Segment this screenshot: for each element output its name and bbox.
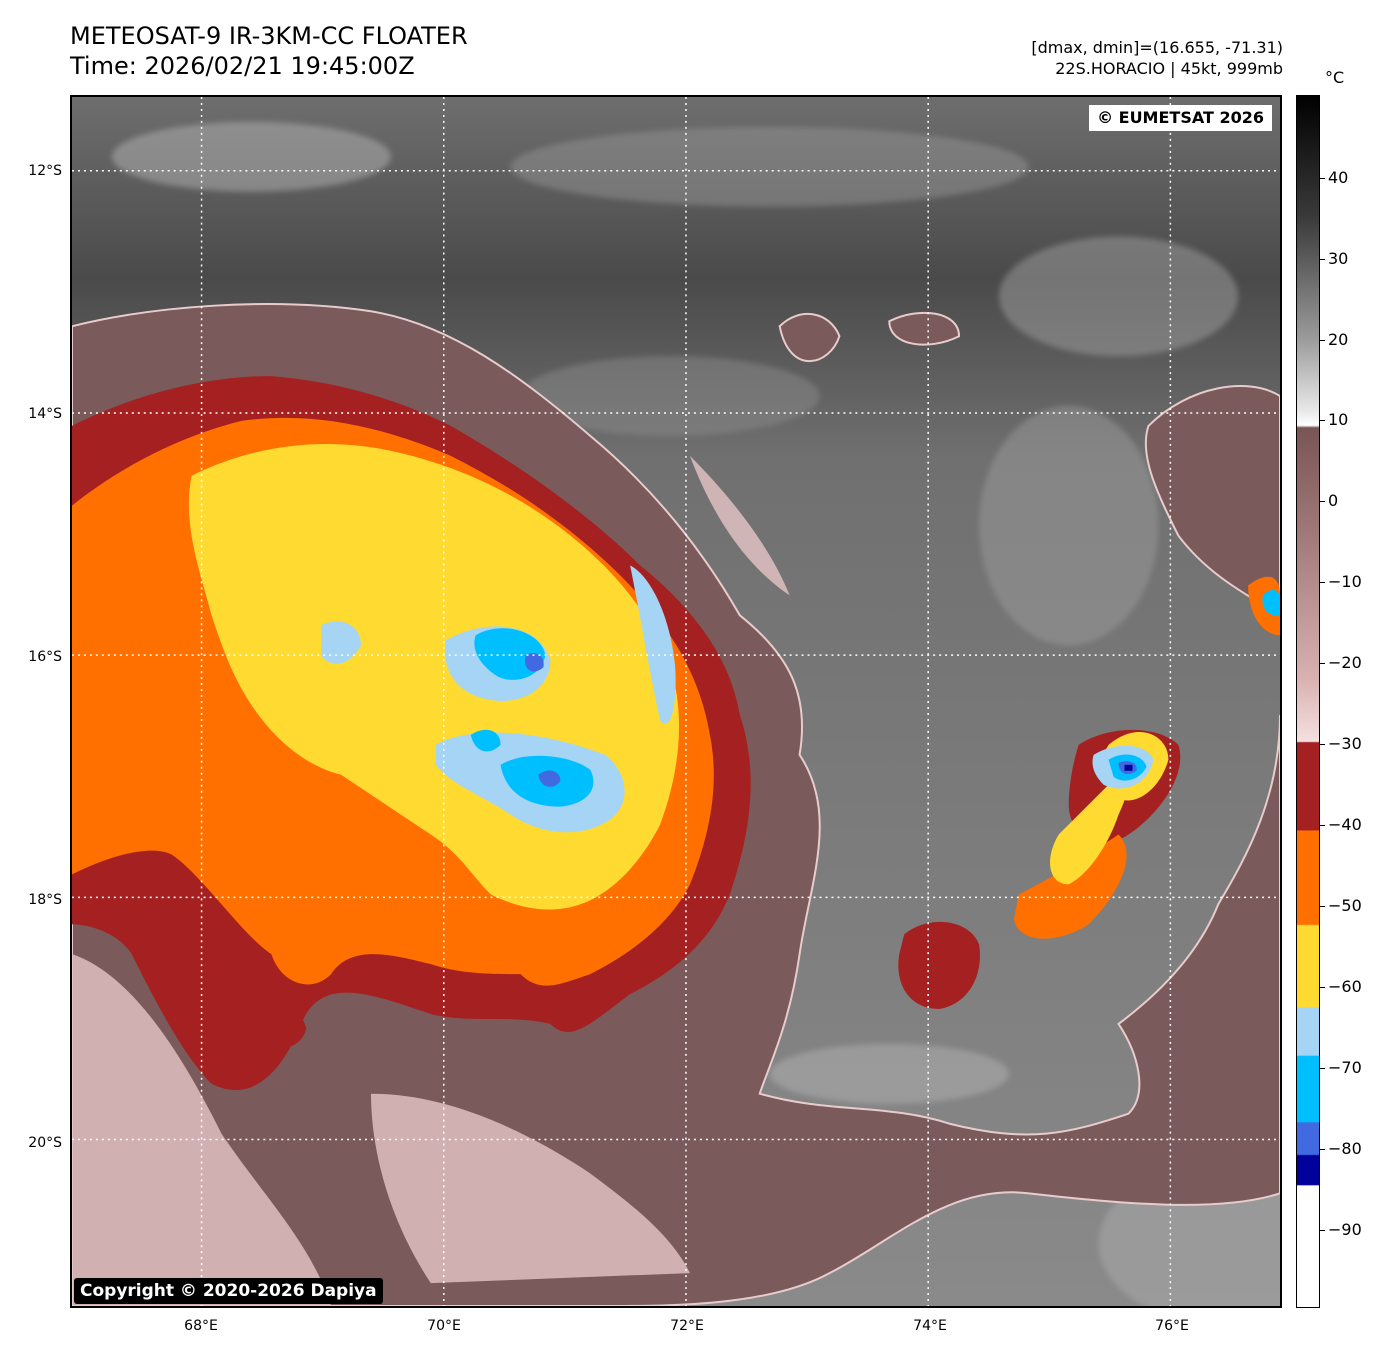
- colorbar-tick-minus70: −70: [1328, 1058, 1362, 1077]
- colorbar-tick-20: 20: [1328, 330, 1349, 349]
- lat-label-12s: 12°S: [28, 163, 62, 179]
- colorbar-unit: °C: [1325, 68, 1345, 87]
- lat-label-20s: 20°S: [28, 1135, 62, 1151]
- lon-label-74e: 74°E: [913, 1318, 947, 1334]
- colorbar-tick-0: 0: [1328, 491, 1339, 510]
- storm-info: 22S.HORACIO | 45kt, 999mb: [1055, 59, 1283, 78]
- lon-label-68e: 68°E: [184, 1318, 218, 1334]
- lat-label-16s: 16°S: [28, 649, 62, 665]
- colorbar-tick-minus80: −80: [1328, 1139, 1362, 1158]
- gridlines: [72, 97, 1280, 1306]
- cold-tops-navy: [1124, 764, 1133, 771]
- dmax-dmin-readout: [dmax, dmin]=(16.655, -71.31): [1031, 38, 1283, 57]
- colorbar-tick-minus20: −20: [1328, 653, 1362, 672]
- lat-label-14s: 14°S: [28, 406, 62, 422]
- satellite-map: © EUMETSAT 2026 Copyright © 2020-2026 Da…: [70, 95, 1282, 1308]
- lat-label-18s: 18°S: [28, 892, 62, 908]
- lon-label-72e: 72°E: [670, 1318, 704, 1334]
- colorbar-tick-10: 10: [1328, 410, 1349, 429]
- lon-label-70e: 70°E: [427, 1318, 461, 1334]
- colorbar-tick-40: 40: [1328, 168, 1349, 187]
- cold-tops-royal-blue: [525, 653, 1137, 787]
- colorbar-tick-minus50: −50: [1328, 896, 1362, 915]
- map-time: Time: 2026/02/21 19:45:00Z: [70, 52, 415, 80]
- colorbar-tick-minus10: −10: [1328, 572, 1362, 591]
- colorbar-tick-30: 30: [1328, 249, 1349, 268]
- light-pink-fringe: [72, 455, 790, 1306]
- colorbar-tick-minus90: −90: [1328, 1220, 1362, 1239]
- temperature-colorbar: [1296, 95, 1320, 1308]
- colorbar-tick-minus30: −30: [1328, 734, 1362, 753]
- map-title: METEOSAT-9 IR-3KM-CC FLOATER: [70, 22, 468, 50]
- lon-label-76e: 76°E: [1155, 1318, 1189, 1334]
- colorbar-tick-minus60: −60: [1328, 977, 1362, 996]
- copyright-badge: Copyright © 2020-2026 Dapiya: [74, 1278, 383, 1304]
- eumetsat-credit: © EUMETSAT 2026: [1089, 105, 1272, 131]
- colorbar-tick-minus40: −40: [1328, 815, 1362, 834]
- ir-imagery: [72, 97, 1280, 1306]
